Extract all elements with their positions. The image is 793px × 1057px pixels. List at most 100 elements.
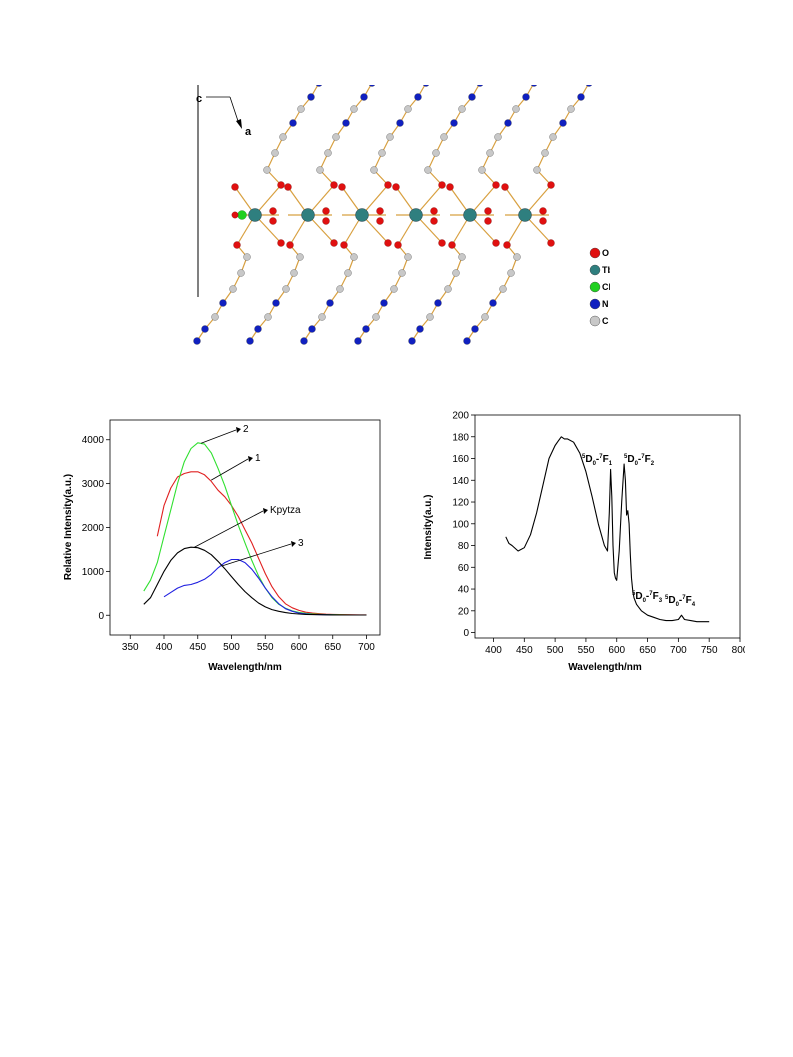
y-tick-label: 180 — [452, 432, 469, 443]
atom — [446, 183, 454, 191]
series-lines — [505, 436, 710, 623]
y-tick-label: 100 — [452, 519, 469, 530]
atom — [237, 269, 245, 277]
legend-label: Cl — [602, 282, 610, 292]
legend-swatch — [589, 298, 601, 310]
atom — [246, 337, 254, 345]
atom — [342, 119, 350, 127]
leader-arrow — [291, 541, 296, 547]
atom — [277, 181, 285, 189]
axis-ticks: 350 400 450 500 550 600 650 700 0 1000 2000 3000 400… — [82, 435, 376, 653]
atom — [271, 149, 279, 157]
legend-label: Tb — [602, 265, 610, 275]
y-tick-label: 1000 — [82, 567, 105, 578]
atom — [452, 269, 460, 277]
atom — [277, 239, 285, 247]
y-tick-label: 0 — [98, 611, 104, 622]
atom — [448, 241, 456, 249]
atom — [478, 166, 486, 174]
atom — [549, 133, 557, 141]
leader-line — [200, 429, 237, 444]
y-tick-label: 4000 — [82, 435, 105, 446]
atom — [231, 183, 239, 191]
transition-label: 5D0-7F1 — [582, 454, 613, 467]
atom — [332, 133, 340, 141]
atom — [384, 181, 392, 189]
x-tick-label: 450 — [189, 642, 206, 653]
atom — [324, 149, 332, 157]
leader-line — [221, 543, 292, 567]
atom — [486, 149, 494, 157]
y-axis-label: Relative Intensity(a.u.) — [63, 474, 74, 580]
atom — [426, 313, 434, 321]
atom — [279, 133, 287, 141]
atom — [322, 207, 330, 215]
legend-swatch — [589, 315, 601, 327]
atom — [484, 217, 492, 225]
atom — [290, 269, 298, 277]
leader-arrow — [263, 508, 268, 514]
atom — [585, 85, 593, 87]
molecular-chain — [193, 85, 593, 345]
atom — [386, 133, 394, 141]
atom — [254, 325, 262, 333]
x-tick-label: 700 — [358, 642, 375, 653]
atom — [484, 207, 492, 215]
atom — [481, 313, 489, 321]
x-tick-label: 550 — [578, 645, 595, 656]
x-axis-label: Wavelength/nm — [208, 662, 282, 673]
x-tick-label: 750 — [701, 645, 718, 656]
axis-ticks: 400 450 500 550 600 650 700 750 800 0 20 40 60 80 100 1… — [452, 411, 745, 657]
emission-spectra-chart: 350 400 450 500 550 600 650 700 0 1000 2000 3000 400… — [63, 419, 381, 673]
atom — [289, 119, 297, 127]
atom — [476, 85, 484, 87]
transition-label: 5D0-7F2 — [624, 454, 655, 467]
x-axis-label: Wavelength/nm — [568, 662, 642, 673]
y-tick-label: 160 — [452, 454, 469, 465]
atom — [354, 337, 362, 345]
atom — [512, 105, 520, 113]
atom — [269, 217, 277, 225]
atom — [296, 253, 304, 261]
atom — [263, 166, 271, 174]
atom — [248, 208, 262, 222]
atom — [430, 217, 438, 225]
atom — [330, 181, 338, 189]
atom — [344, 269, 352, 277]
atom — [394, 241, 402, 249]
x-tick-label: 400 — [156, 642, 173, 653]
y-tick-label: 0 — [463, 628, 469, 639]
atom — [567, 105, 575, 113]
atom — [530, 85, 538, 87]
atom — [559, 119, 567, 127]
atom — [547, 239, 555, 247]
leader-line — [194, 510, 264, 548]
atom — [390, 285, 398, 293]
atom — [362, 325, 370, 333]
atom — [392, 183, 400, 191]
x-tick-label: 800 — [732, 645, 745, 656]
atom — [233, 241, 241, 249]
atom — [322, 217, 330, 225]
transition-annotations: 5D0-7F1 5D0-7F2 5D0-7F3 5D0-7F4 — [582, 454, 696, 608]
atom — [338, 183, 346, 191]
y-tick-label: 3000 — [82, 479, 105, 490]
atom — [211, 313, 219, 321]
leader-line — [211, 458, 249, 481]
y-tick-label: 80 — [458, 541, 470, 552]
x-tick-label: 450 — [516, 645, 533, 656]
plot-area — [474, 414, 741, 639]
atom — [286, 241, 294, 249]
series-line — [143, 546, 367, 616]
atom — [396, 119, 404, 127]
atom — [307, 93, 315, 101]
leader-arrow — [236, 427, 241, 433]
atom — [272, 299, 280, 307]
legend-label: C — [602, 316, 609, 326]
atom — [450, 119, 458, 127]
atom — [193, 337, 201, 345]
atom — [368, 85, 376, 87]
atom — [541, 149, 549, 157]
axis-a-label: a — [245, 126, 252, 138]
atom — [434, 299, 442, 307]
